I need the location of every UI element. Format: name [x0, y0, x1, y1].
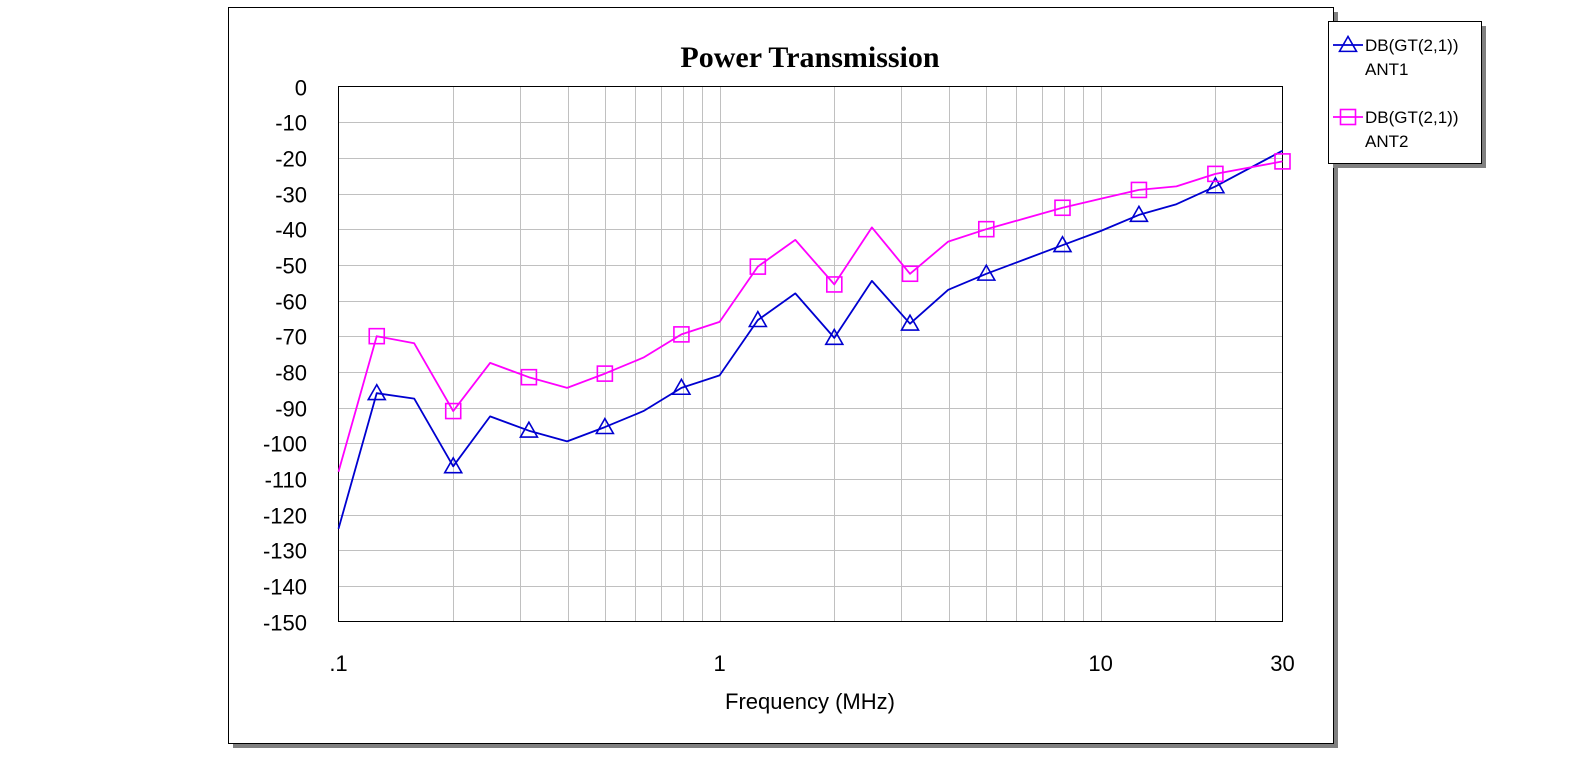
series-2-marker: [368, 327, 386, 345]
series-1-marker: [443, 456, 464, 474]
legend-sublabel-2: ANT2: [1365, 132, 1408, 151]
series-1-marker: [824, 327, 845, 346]
legend-label-1: DB(GT(2,1)): [1365, 36, 1459, 55]
x-axis-tick-labels: .1 1 10 30: [329, 651, 1294, 676]
series-layer: [337, 149, 1291, 530]
y-tick-label: 0: [295, 76, 307, 101]
series-2-marker: [1130, 181, 1148, 199]
series-1-marker: [1052, 235, 1073, 253]
x-tick-label: 30: [1270, 651, 1294, 676]
chart-title: Power Transmission: [680, 41, 940, 74]
y-tick-label: -10: [275, 111, 307, 136]
series-2-marker: [1274, 153, 1291, 170]
series-1-marker: [747, 310, 768, 328]
series-line-1: [337, 149, 1283, 530]
x-tick-label: 10: [1088, 651, 1112, 676]
series-2-marker: [1207, 165, 1224, 183]
y-tick-label: -110: [265, 468, 307, 493]
legend-marker-1: [1338, 34, 1358, 53]
series-1-marker: [671, 377, 692, 396]
series-2-marker: [901, 265, 919, 283]
horizontal-gridlines: [338, 122, 1283, 587]
series-1-marker: [976, 263, 997, 281]
legend-items: DB(GT(2,1)) ANT1 DB(GT(2,1)) ANT2: [1333, 34, 1459, 151]
vertical-gridlines: [453, 86, 1216, 622]
series-2-marker: [673, 326, 690, 343]
legend-marker-2: [1339, 108, 1357, 126]
plot-area-background: [338, 86, 1283, 622]
y-tick-label: -130: [263, 539, 307, 564]
legend-label-2: DB(GT(2,1)): [1365, 108, 1459, 127]
y-tick-label: -140: [263, 575, 307, 600]
series-1-marker: [366, 383, 387, 401]
x-axis-label: Frequency (MHz): [725, 689, 895, 714]
y-tick-label: -20: [275, 147, 307, 172]
series-2-marker: [977, 220, 995, 238]
y-tick-label: -70: [275, 325, 307, 350]
series-2-marker: [444, 402, 462, 420]
y-tick-label: -80: [275, 361, 307, 386]
legend-sublabel-1: ANT1: [1365, 60, 1408, 79]
y-axis-tick-labels: 0 -10 -20 -30 -40 -50 -60 -70 -80 -90 -100 -110 -120…: [263, 76, 307, 636]
y-tick-label: -90: [275, 397, 307, 422]
plot-area-border: [338, 86, 1283, 622]
series-2-marker: [596, 365, 614, 382]
y-tick-label: -40: [275, 218, 307, 243]
series-1-marker: [594, 417, 615, 435]
x-tick-label: 1: [713, 651, 725, 676]
y-tick-label: -30: [275, 183, 307, 208]
y-tick-label: -120: [263, 504, 307, 529]
x-tick-label: .1: [329, 651, 347, 676]
y-tick-label: -100: [263, 432, 307, 457]
y-tick-label: -50: [275, 254, 307, 279]
series-1-marker: [1205, 176, 1226, 194]
legend-box: [1328, 21, 1482, 164]
series-1-marker: [1129, 204, 1149, 223]
series-2-marker: [520, 368, 538, 386]
series-2-marker: [1054, 199, 1071, 217]
series-2-marker: [826, 276, 843, 293]
series-1-marker: [519, 420, 539, 438]
series-1-marker: [900, 313, 920, 331]
y-tick-label: -150: [263, 611, 307, 636]
y-tick-label: -60: [275, 290, 307, 315]
series-2-marker: [749, 258, 767, 275]
series-line-2: [337, 160, 1283, 472]
